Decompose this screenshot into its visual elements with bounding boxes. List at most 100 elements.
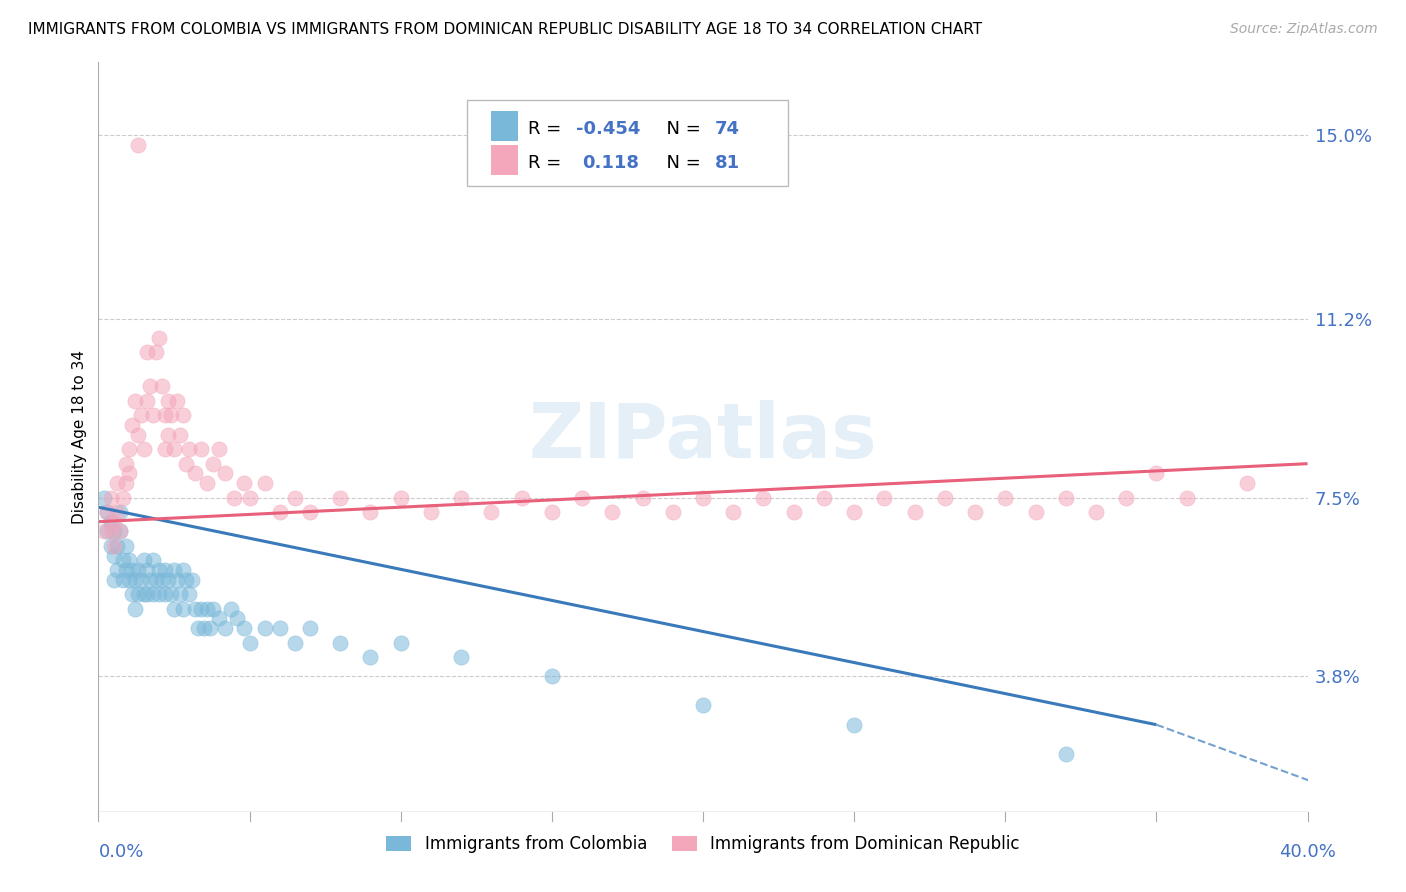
Point [193, 621, 215, 635]
Point [844, 717, 866, 731]
Point [181, 573, 204, 587]
Text: R =: R = [527, 153, 572, 172]
Point [127, 137, 149, 152]
Point [93, 524, 115, 539]
Point [142, 409, 165, 423]
Point [111, 573, 134, 587]
Point [127, 587, 149, 601]
Point [139, 379, 162, 393]
Point [103, 549, 125, 563]
Point [160, 409, 183, 423]
Point [389, 491, 412, 505]
Point [179, 442, 201, 457]
Point [187, 621, 209, 635]
Point [100, 539, 122, 553]
Point [145, 573, 167, 587]
Point [844, 505, 866, 519]
FancyBboxPatch shape [467, 100, 787, 186]
Point [135, 563, 157, 577]
Point [253, 621, 276, 635]
Text: 0.0%: 0.0% [98, 843, 143, 861]
Point [153, 563, 176, 577]
Point [1085, 505, 1108, 519]
Bar [492, 112, 517, 141]
Point [153, 409, 176, 423]
Point [571, 491, 593, 505]
Point [153, 587, 176, 601]
Point [284, 635, 307, 649]
Point [111, 491, 134, 505]
Point [1054, 747, 1077, 761]
Point [510, 491, 533, 505]
Point [813, 491, 835, 505]
Point [103, 524, 125, 539]
Point [269, 505, 291, 519]
Text: R =: R = [527, 120, 567, 138]
Point [166, 393, 188, 408]
Point [121, 563, 143, 577]
Point [108, 524, 131, 539]
Point [160, 587, 183, 601]
Point [118, 573, 141, 587]
Point [169, 427, 191, 442]
Point [360, 505, 382, 519]
Point [965, 505, 987, 519]
Point [135, 345, 157, 359]
Point [202, 601, 225, 615]
Point [208, 442, 231, 457]
Point [661, 505, 683, 519]
Point [124, 573, 146, 587]
Y-axis label: Disability Age 18 to 34: Disability Age 18 to 34 [72, 350, 87, 524]
Point [239, 491, 262, 505]
Text: -0.454: -0.454 [576, 120, 640, 138]
Point [174, 457, 197, 471]
Point [129, 409, 152, 423]
Point [108, 524, 131, 539]
Point [873, 491, 896, 505]
Point [540, 669, 562, 683]
Point [1115, 491, 1137, 505]
Point [299, 621, 322, 635]
Point [1175, 491, 1198, 505]
Point [156, 573, 179, 587]
Point [602, 505, 624, 519]
Point [142, 587, 165, 601]
Point [135, 587, 157, 601]
Point [169, 587, 191, 601]
Point [148, 331, 170, 345]
Point [142, 553, 165, 567]
Point [139, 573, 162, 587]
Point [184, 601, 207, 615]
Point [195, 601, 218, 615]
Point [195, 475, 218, 490]
Point [226, 611, 249, 625]
Point [1024, 505, 1046, 519]
Point [96, 524, 118, 539]
Point [179, 587, 201, 601]
Point [450, 650, 472, 665]
Point [994, 491, 1017, 505]
Point [118, 442, 141, 457]
Point [114, 475, 136, 490]
Point [692, 491, 714, 505]
Point [190, 442, 212, 457]
Point [148, 563, 170, 577]
Point [156, 393, 179, 408]
Text: N =: N = [655, 120, 706, 138]
Point [96, 505, 118, 519]
Text: 40.0%: 40.0% [1279, 843, 1336, 861]
Point [200, 621, 222, 635]
Point [190, 601, 212, 615]
Point [166, 573, 188, 587]
Point [135, 393, 157, 408]
Point [103, 539, 125, 553]
Point [103, 515, 125, 529]
Point [172, 409, 194, 423]
Point [121, 587, 143, 601]
Point [934, 491, 956, 505]
Point [172, 601, 194, 615]
Point [148, 587, 170, 601]
Point [253, 475, 276, 490]
Point [111, 553, 134, 567]
Point [114, 539, 136, 553]
